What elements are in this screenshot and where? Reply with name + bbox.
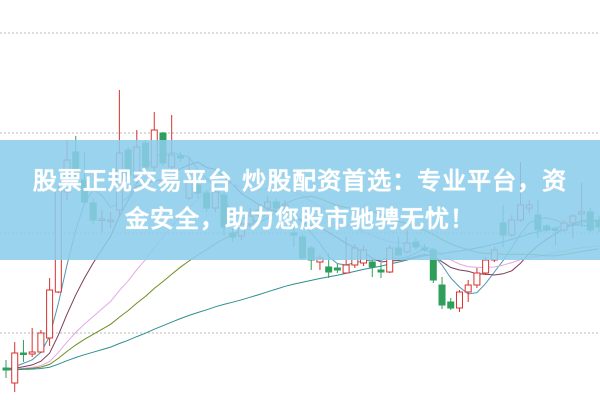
candle xyxy=(19,340,27,362)
candle xyxy=(447,298,455,310)
candle-body xyxy=(455,291,463,309)
candle xyxy=(438,277,446,309)
banner-line-1: 股票正规交易平台 炒股配资首选：专业平台，资 xyxy=(32,167,568,195)
candle-body xyxy=(368,261,376,268)
candle xyxy=(455,290,463,312)
candle-body xyxy=(325,266,333,273)
promo-banner: 股票正规交易平台 炒股配资首选：专业平台，资 金安全，助力您股市驰骋无忧！ xyxy=(0,140,600,260)
candle-body xyxy=(19,352,27,355)
candle-body xyxy=(11,352,19,384)
candle-body xyxy=(46,289,54,339)
candle xyxy=(482,257,490,275)
candle-body xyxy=(464,284,472,293)
candle-body xyxy=(482,259,490,274)
candle-body xyxy=(333,267,341,271)
candle xyxy=(377,263,385,278)
candle xyxy=(46,278,54,346)
candle xyxy=(11,342,19,392)
candle xyxy=(28,328,36,357)
candle xyxy=(368,260,376,277)
candle-body xyxy=(28,351,36,355)
candle-body xyxy=(342,264,350,274)
candle xyxy=(333,264,341,273)
candle-body xyxy=(37,332,45,353)
candle xyxy=(2,360,10,378)
candle xyxy=(473,268,481,288)
candle xyxy=(37,330,45,353)
candle xyxy=(464,280,472,302)
candle-body xyxy=(447,301,455,309)
banner-line-2: 金安全，助力您股市驰骋无忧！ xyxy=(125,205,475,233)
candle-body xyxy=(473,272,481,286)
candle-body xyxy=(377,269,385,273)
candle-body xyxy=(438,284,446,306)
candle-body xyxy=(2,367,10,371)
